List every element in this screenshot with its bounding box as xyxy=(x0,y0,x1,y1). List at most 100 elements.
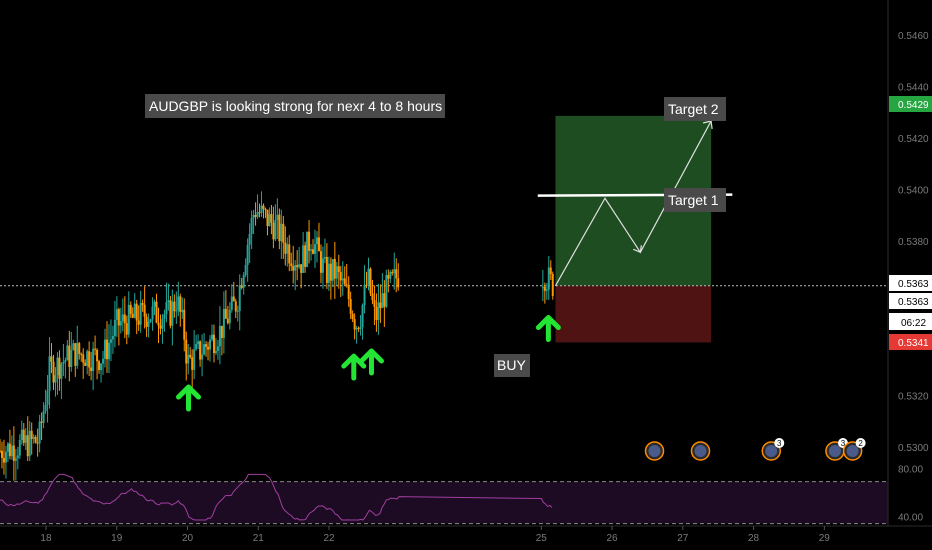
candle-body xyxy=(339,271,342,281)
candle-body xyxy=(329,263,332,281)
candle-body xyxy=(302,245,305,273)
candle-body xyxy=(359,327,362,329)
candle-body xyxy=(127,304,130,335)
candle-body xyxy=(48,356,51,391)
candle-body xyxy=(286,244,289,254)
event-count-text: 3 xyxy=(777,439,782,448)
candle-body xyxy=(244,265,247,276)
candle-body xyxy=(62,361,65,364)
candle-body xyxy=(343,278,346,285)
candle-body xyxy=(175,310,178,312)
candle-body xyxy=(373,300,376,308)
last-price-text: 0.5363 xyxy=(898,297,929,308)
candle-body xyxy=(102,358,105,364)
candle-body xyxy=(52,361,55,383)
candle-body xyxy=(379,302,382,309)
candle-body xyxy=(210,334,213,340)
candles xyxy=(0,191,554,481)
candle-body xyxy=(252,214,255,218)
candle-body xyxy=(185,339,188,364)
rsi-tick-label: 80.00 xyxy=(898,465,923,476)
candle-body xyxy=(44,404,47,412)
event-count-badge xyxy=(855,438,866,448)
event-count-text: 3 xyxy=(841,439,846,448)
candle-body xyxy=(181,309,184,313)
candle-body xyxy=(377,302,380,320)
candle-body xyxy=(125,323,128,335)
candle-body xyxy=(163,314,166,319)
candle-body xyxy=(115,309,118,320)
candle-body xyxy=(32,436,35,439)
candle-body xyxy=(331,259,334,281)
time-axis[interactable]: 18 19 20 21 22 25 26 27 28 29 xyxy=(0,525,932,544)
candle-body xyxy=(139,303,142,325)
candle-body xyxy=(117,309,120,326)
time-tick-label: 29 xyxy=(819,533,831,544)
price-axis[interactable]: 0.5460 0.5440 0.5420 0.5400 0.5380 0.5320 0.53… xyxy=(887,0,929,526)
candle-body xyxy=(228,309,231,324)
projection-arrowhead xyxy=(702,120,713,130)
candle-body xyxy=(183,309,186,340)
price-tick-label: 0.5380 xyxy=(898,237,929,248)
time-tick-label: 22 xyxy=(323,533,335,544)
candle-body xyxy=(321,258,324,273)
buy-arrow-icon xyxy=(358,348,384,376)
candle-body xyxy=(203,344,206,355)
candle-body xyxy=(161,318,164,329)
candle-body xyxy=(319,251,322,273)
candle-body xyxy=(230,296,233,310)
candle-body xyxy=(50,356,53,362)
candle-body xyxy=(220,325,223,338)
candle-body xyxy=(369,268,372,294)
price-tick-label: 0.5420 xyxy=(898,134,929,145)
candle-body xyxy=(177,296,180,311)
candle-body xyxy=(347,285,350,300)
candle-body xyxy=(111,336,114,340)
time-tick-label: 19 xyxy=(111,533,123,544)
candle-body xyxy=(325,257,328,283)
candle-body xyxy=(272,222,275,240)
target-price-badge xyxy=(889,96,932,112)
candle-body xyxy=(104,339,107,359)
candle-body xyxy=(74,343,77,366)
candle-body xyxy=(371,293,374,301)
candle-body xyxy=(276,214,279,220)
time-tick-label: 28 xyxy=(748,533,760,544)
candle-body xyxy=(224,308,227,319)
candle-body xyxy=(282,223,285,243)
candle-body xyxy=(153,301,156,307)
candle-body xyxy=(123,314,126,324)
candle-body xyxy=(395,269,398,279)
candle-body xyxy=(72,343,75,350)
price-tick-label: 0.5400 xyxy=(898,186,929,197)
candle-body xyxy=(22,429,25,443)
time-tick-label: 26 xyxy=(606,533,618,544)
candle-body xyxy=(363,284,366,306)
candle-body xyxy=(40,421,43,423)
candle-body xyxy=(143,304,146,317)
candle-body xyxy=(26,435,29,457)
annotation-text: AUDGBP is looking strong for nexr 4 to 8… xyxy=(149,98,442,114)
candle-body xyxy=(191,357,194,370)
buy-arrow-icon xyxy=(341,353,367,381)
annotation-box xyxy=(145,94,445,118)
candle-body xyxy=(541,286,544,288)
event-flag-inner xyxy=(765,445,778,457)
candle-body xyxy=(105,339,108,360)
candle-body xyxy=(327,263,330,283)
candle-body xyxy=(296,265,299,268)
candle-body xyxy=(306,231,309,267)
target-1-label: Target 1 xyxy=(664,188,726,212)
stop-price-badge xyxy=(889,334,932,350)
current-price-text: 0.5363 xyxy=(898,279,929,290)
candle-body xyxy=(46,390,49,405)
price-pane[interactable] xyxy=(0,0,888,466)
candle-body xyxy=(393,269,396,274)
candle-body xyxy=(8,443,11,457)
candle-body xyxy=(141,303,144,305)
candle-body xyxy=(173,301,176,312)
candle-body xyxy=(270,214,273,223)
candle-body xyxy=(197,341,200,344)
candle-body xyxy=(323,257,326,259)
